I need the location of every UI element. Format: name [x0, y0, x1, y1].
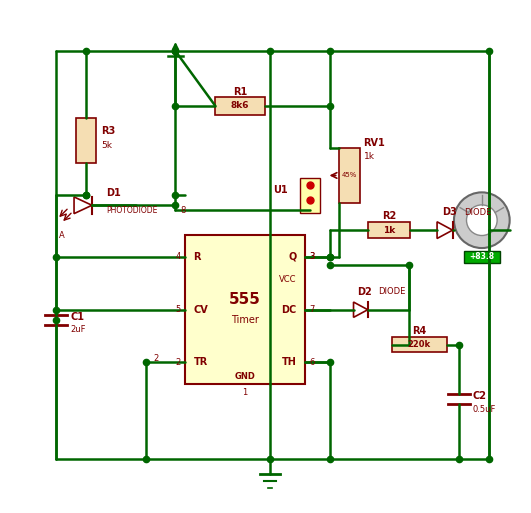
Text: 6: 6: [310, 358, 315, 367]
Text: 2: 2: [153, 354, 158, 363]
Text: 1k: 1k: [383, 226, 396, 234]
Text: C2: C2: [473, 391, 487, 401]
Text: 45%: 45%: [342, 172, 357, 179]
Text: +83.8: +83.8: [469, 252, 494, 262]
Bar: [76, 119, 96, 163]
Bar: [300, 178, 320, 213]
Text: DIODE: DIODE: [464, 208, 491, 216]
Text: D1: D1: [106, 188, 121, 199]
Text: 4: 4: [175, 252, 181, 262]
Text: CV: CV: [193, 305, 208, 314]
Text: 0.5uF: 0.5uF: [473, 405, 496, 413]
Text: Q: Q: [288, 252, 297, 262]
Bar: [185, 235, 305, 384]
Text: R2: R2: [382, 211, 397, 221]
Text: DIODE: DIODE: [379, 287, 406, 297]
Circle shape: [454, 192, 510, 248]
Text: DC: DC: [281, 305, 297, 314]
Text: 7: 7: [310, 305, 315, 314]
Text: 555: 555: [229, 292, 261, 307]
Text: A: A: [59, 231, 65, 240]
Text: R3: R3: [101, 126, 115, 135]
Text: 1: 1: [243, 388, 248, 397]
Text: R4: R4: [412, 326, 426, 336]
Text: TH: TH: [282, 358, 297, 367]
Text: TR: TR: [193, 358, 208, 367]
Bar: [215, 97, 265, 115]
Polygon shape: [437, 222, 452, 239]
Bar: [392, 337, 447, 352]
Text: 2: 2: [175, 358, 181, 367]
Bar: [369, 222, 410, 238]
Text: D3: D3: [442, 207, 456, 217]
Text: U1: U1: [273, 185, 288, 195]
Text: R1: R1: [233, 87, 247, 97]
Text: C1: C1: [70, 312, 84, 322]
Circle shape: [467, 205, 497, 235]
Text: 1k: 1k: [363, 151, 374, 161]
Text: 2uF: 2uF: [70, 325, 85, 334]
Text: R: R: [193, 252, 201, 262]
Text: RV1: RV1: [363, 138, 385, 148]
Text: 220k: 220k: [408, 340, 431, 349]
Text: 5: 5: [175, 305, 181, 314]
Polygon shape: [74, 197, 92, 213]
Bar: [339, 148, 361, 203]
Text: 8k6: 8k6: [231, 102, 250, 110]
Text: 5k: 5k: [101, 141, 112, 150]
Polygon shape: [354, 302, 368, 318]
Text: GND: GND: [235, 372, 255, 381]
Text: 8: 8: [181, 206, 186, 215]
Bar: [464, 251, 500, 263]
Text: VCC: VCC: [279, 275, 297, 284]
Text: 3: 3: [310, 252, 315, 262]
Text: 3: 3: [310, 252, 315, 262]
Text: D2: D2: [357, 287, 372, 297]
Text: Timer: Timer: [231, 314, 259, 325]
Text: PHOTODIODE: PHOTODIODE: [106, 206, 157, 215]
